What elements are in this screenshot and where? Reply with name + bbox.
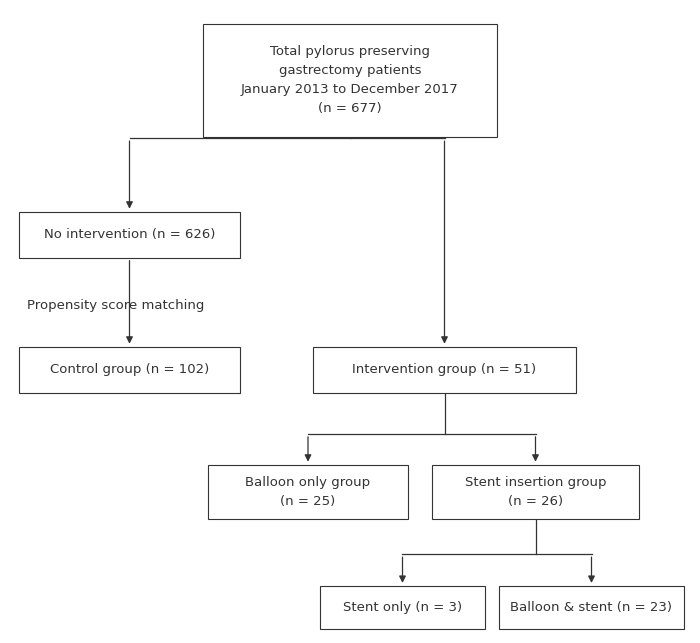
Text: Balloon only group
(n = 25): Balloon only group (n = 25): [246, 476, 370, 508]
FancyBboxPatch shape: [19, 212, 239, 258]
FancyBboxPatch shape: [498, 586, 685, 629]
Text: Balloon & stent (n = 23): Balloon & stent (n = 23): [510, 601, 673, 614]
FancyBboxPatch shape: [433, 464, 639, 520]
FancyBboxPatch shape: [321, 586, 484, 629]
Text: Stent only (n = 3): Stent only (n = 3): [343, 601, 462, 614]
FancyBboxPatch shape: [314, 347, 575, 393]
Text: Propensity score matching: Propensity score matching: [27, 299, 204, 312]
Text: No intervention (n = 626): No intervention (n = 626): [44, 228, 215, 241]
FancyBboxPatch shape: [19, 347, 239, 393]
Text: Control group (n = 102): Control group (n = 102): [50, 363, 209, 376]
Text: Total pylorus preserving
gastrectomy patients
January 2013 to December 2017
(n =: Total pylorus preserving gastrectomy pat…: [241, 46, 459, 115]
Text: Intervention group (n = 51): Intervention group (n = 51): [352, 363, 537, 376]
FancyBboxPatch shape: [209, 464, 407, 520]
FancyBboxPatch shape: [203, 24, 497, 137]
Text: Stent insertion group
(n = 26): Stent insertion group (n = 26): [465, 476, 606, 508]
